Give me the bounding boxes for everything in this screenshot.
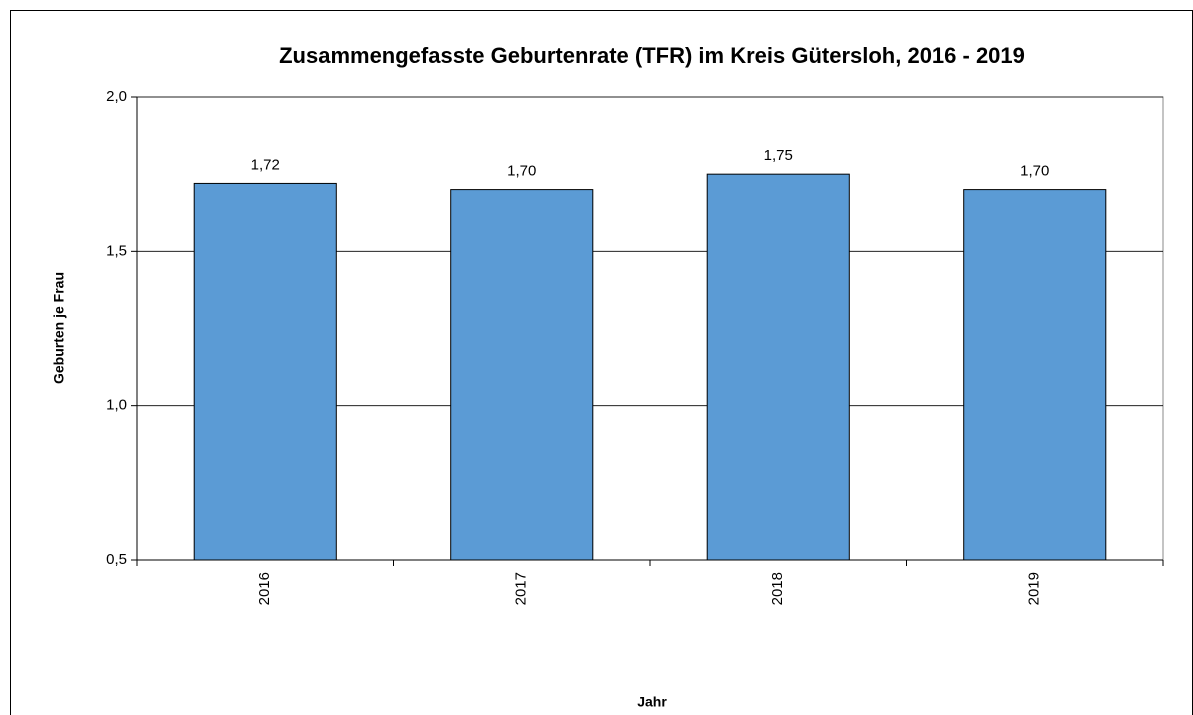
y-tick-label: 1,5 [106,242,127,259]
x-tick-label: 2019 [1026,572,1043,605]
y-tick-label: 1,0 [106,397,127,414]
x-tick-label: 2017 [513,572,530,605]
x-axis-label: Jahr [637,694,667,710]
bar [963,189,1107,561]
y-tick-label: 0,5 [106,551,127,568]
value-label: 1,72 [251,156,280,173]
y-axis-label: Geburten je Frau [51,272,67,384]
x-tick-label: 2016 [256,572,273,605]
bar [193,182,337,561]
value-label: 1,75 [764,147,793,164]
bar [706,173,850,561]
x-tick-label: 2018 [769,572,786,605]
value-label: 1,70 [507,163,536,180]
value-label: 1,70 [1020,163,1049,180]
y-tick-label: 2,0 [106,88,127,105]
chart-title: Zusammengefasste Geburtenrate (TFR) im K… [279,43,1025,68]
bar [450,189,594,561]
